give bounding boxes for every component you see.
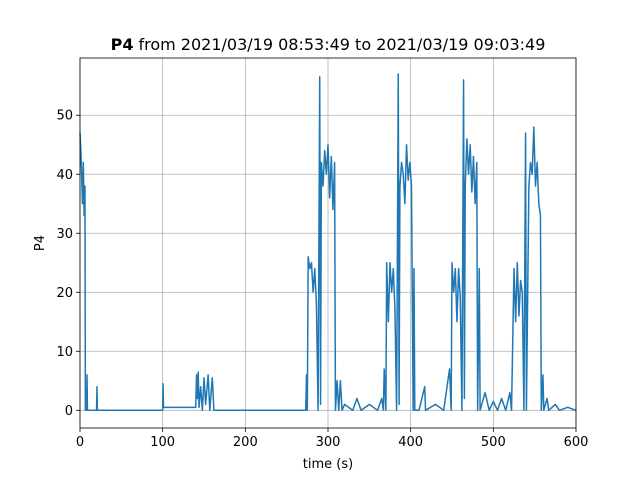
- x-tick-label: 200: [233, 435, 258, 450]
- x-tick-label: 400: [398, 435, 423, 450]
- y-tick-label: 10: [56, 345, 73, 360]
- y-tick-label: 50: [56, 109, 73, 124]
- x-tick-label: 600: [564, 435, 589, 450]
- y-tick-label: 30: [56, 227, 73, 242]
- y-tick-label: 20: [56, 286, 73, 301]
- title-bold: P4: [111, 35, 134, 54]
- x-tick-label: 100: [150, 435, 175, 450]
- y-tick-label: 0: [65, 404, 73, 419]
- plot-frame: [79, 57, 577, 429]
- x-tick-label: 300: [316, 435, 341, 450]
- title-text: from 2021/03/19 08:53:49 to 2021/03/19 0…: [138, 35, 545, 54]
- y-axis-label: P4: [33, 235, 48, 251]
- data-line: [79, 73, 577, 412]
- x-axis-label: time (s): [303, 457, 353, 472]
- x-tick-label: 0: [76, 435, 84, 450]
- x-tick-label: 500: [481, 435, 506, 450]
- chart-title: P4 from 2021/03/19 08:53:49 to 2021/03/19…: [111, 35, 546, 54]
- y-tick-label: 40: [56, 168, 73, 183]
